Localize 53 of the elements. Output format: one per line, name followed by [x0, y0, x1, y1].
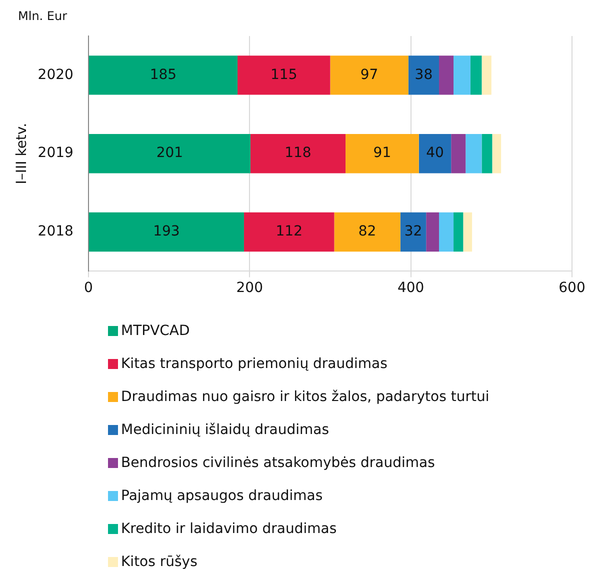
- legend-label: Medicininių išlaidų draudimas: [121, 422, 330, 438]
- bar: [463, 212, 472, 252]
- bar: [451, 134, 466, 174]
- legend-label: Draudimas nuo gaisro ir kitos žalos, padarytos turtui: [121, 388, 490, 404]
- bar: [439, 212, 454, 252]
- bar: [88, 56, 238, 95]
- data-label: 97: [360, 66, 378, 83]
- legend-label: Kredito ir laidavimo draudimas: [121, 520, 337, 536]
- legend-label: MTPVCAD: [121, 322, 190, 338]
- bar: [482, 56, 492, 95]
- bar: [426, 212, 440, 252]
- bar: [482, 134, 492, 174]
- data-label: 185: [150, 66, 177, 83]
- bar: [244, 212, 334, 252]
- x-tick-label: 200: [236, 280, 263, 296]
- data-label: 112: [276, 224, 302, 240]
- bar: [418, 134, 452, 174]
- y-tick-label: 2020: [38, 66, 74, 83]
- bar: [250, 134, 346, 174]
- x-tick-label: 600: [558, 280, 586, 296]
- y-tick-label: 2018: [38, 224, 74, 240]
- bar: [454, 56, 470, 95]
- legend-label: Kitos rūšys: [121, 554, 198, 569]
- bar: [88, 134, 250, 174]
- bar: [334, 212, 400, 252]
- legend-label: Kitas transporto priemonių draudimas: [121, 356, 388, 372]
- bar: [330, 56, 408, 95]
- legend-label: Pajamų apsaugos draudimas: [121, 488, 323, 504]
- y-tick-label: 2019: [38, 145, 74, 162]
- data-label: 40: [426, 145, 444, 162]
- data-label: 201: [156, 145, 184, 162]
- data-label: 193: [153, 224, 180, 240]
- bar: [439, 56, 454, 95]
- bar: [238, 56, 330, 95]
- bar: [492, 134, 502, 174]
- x-tick-label: 0: [84, 280, 93, 296]
- text: Mln. Eur: [18, 9, 68, 23]
- data-label: 91: [373, 145, 392, 162]
- bar: [400, 212, 426, 252]
- y-axis-title: I–III ketv.: [14, 122, 30, 184]
- data-label: 82: [358, 224, 376, 240]
- data-label: 118: [284, 145, 312, 162]
- data-label: 38: [414, 66, 433, 83]
- bar: [470, 56, 482, 95]
- bar: [466, 134, 482, 174]
- bar: [408, 56, 440, 95]
- data-label: 32: [404, 224, 422, 240]
- x-tick-label: 400: [397, 280, 424, 296]
- bar: [454, 212, 464, 252]
- bar: [346, 134, 419, 174]
- bar: [88, 212, 244, 252]
- legend-label: Bendrosios civilinės atsakomybės draudimas: [121, 454, 435, 470]
- data-label: 115: [270, 66, 298, 83]
